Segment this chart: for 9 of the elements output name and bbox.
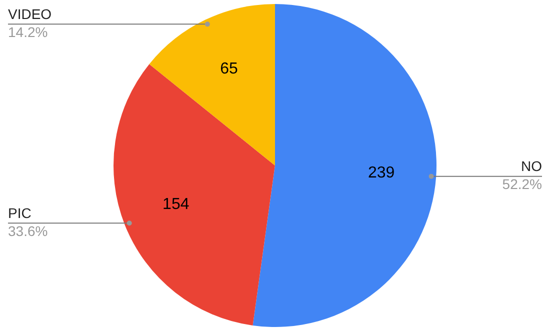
slice-label: PIC <box>8 205 32 222</box>
text: 239 <box>368 164 395 182</box>
text: 154 <box>162 196 190 214</box>
text: 65 <box>220 60 238 78</box>
data-label: 33.6% <box>8 223 48 240</box>
slice-label: NO <box>521 158 542 174</box>
data-label: 52.2% <box>502 176 542 192</box>
data-label: 14.2% <box>8 24 48 40</box>
slice-label: VIDEO <box>8 6 52 22</box>
